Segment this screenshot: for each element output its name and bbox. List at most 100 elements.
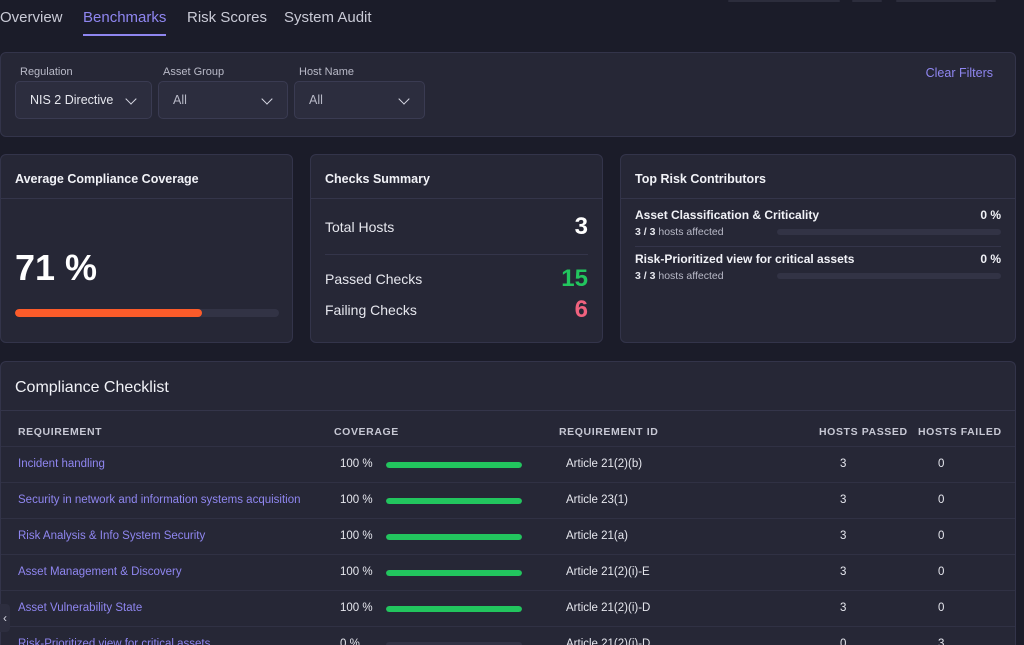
checks-summary-card: Checks Summary Total Hosts 3 Passed Chec… — [310, 154, 603, 343]
passed-checks-label: Passed Checks — [325, 271, 423, 287]
requirement-id: Article 21(2)(i)-E — [566, 566, 650, 578]
divider — [325, 254, 588, 255]
requirement-link[interactable]: Incident handling — [18, 458, 105, 470]
hosts-affected-label: hosts affected — [658, 226, 724, 238]
requirement-id: Article 23(1) — [566, 494, 628, 506]
coverage-bar — [386, 534, 522, 540]
hosts-failed-value: 0 — [938, 602, 945, 614]
failing-checks-row: Failing Checks 6 — [325, 296, 588, 324]
asset-group-select[interactable]: All — [158, 81, 288, 119]
table-row[interactable]: Asset Management & Discovery 100 % Article… — [1, 554, 1015, 590]
total-hosts-value: 3 — [574, 213, 588, 240]
table-row[interactable]: Asset Vulnerability State 100 % Article 21… — [1, 590, 1015, 626]
hosts-failed-value: 0 — [938, 530, 945, 542]
hosts-failed-value: 3 — [938, 638, 945, 645]
tab-overview[interactable]: Overview — [0, 9, 63, 26]
column-header-hosts-failed[interactable]: HOSTS FAILED — [918, 426, 1002, 438]
risk-contributor-bar — [777, 229, 1001, 235]
coverage-bar-fill — [386, 498, 522, 504]
risk-contributor-item[interactable]: Asset Classification & Criticality 0 % 3… — [635, 208, 1001, 240]
chevron-left-icon: ‹ — [3, 611, 7, 625]
tab-benchmarks[interactable]: Benchmarks — [83, 9, 167, 36]
divider — [1, 198, 292, 199]
risk-contributor-hosts: 3 / 3 hosts affected — [635, 270, 724, 282]
risk-contributor-item[interactable]: Risk-Prioritized view for critical asset… — [635, 252, 1001, 284]
risk-contributor-bar — [777, 273, 1001, 279]
compliance-checklist-title: Compliance Checklist — [15, 379, 169, 396]
tab-bar: Overview Benchmarks Risk Scores System A… — [0, 0, 1024, 36]
divider — [621, 198, 1015, 199]
table-row[interactable]: Risk Analysis & Info System Security 100 … — [1, 518, 1015, 554]
hosts-failed-value: 0 — [938, 566, 945, 578]
coverage-bar — [386, 570, 522, 576]
coverage-bar — [15, 309, 279, 317]
chevron-down-icon — [261, 93, 273, 105]
requirement-link[interactable]: Asset Vulnerability State — [18, 602, 143, 614]
coverage-card: Average Compliance Coverage 71 % — [0, 154, 293, 343]
hosts-passed-value: 3 — [840, 566, 847, 578]
risk-contributors-title: Top Risk Contributors — [635, 172, 767, 186]
tab-system-audit[interactable]: System Audit — [284, 9, 372, 26]
coverage-value: 100 % — [340, 602, 373, 614]
requirement-link[interactable]: Risk Analysis & Info System Security — [18, 530, 206, 542]
coverage-bar — [386, 642, 522, 645]
risk-contributor-pct: 0 % — [980, 208, 1001, 222]
column-header-requirement-id[interactable]: REQUIREMENT ID — [559, 426, 659, 438]
divider — [311, 198, 602, 199]
requirement-link[interactable]: Asset Management & Discovery — [18, 566, 182, 578]
hosts-affected-count: 3 / 3 — [635, 226, 656, 238]
hosts-affected-label: hosts affected — [658, 270, 724, 282]
hosts-affected-count: 3 / 3 — [635, 270, 656, 282]
hosts-passed-value: 3 — [840, 602, 847, 614]
asset-group-label: Asset Group — [163, 66, 225, 78]
coverage-card-title: Average Compliance Coverage — [15, 172, 199, 186]
table-row[interactable]: Security in network and information syst… — [1, 482, 1015, 518]
chevron-down-icon — [125, 93, 137, 105]
column-header-requirement[interactable]: REQUIREMENT — [18, 426, 103, 438]
coverage-value: 100 % — [340, 566, 373, 578]
coverage-bar-fill — [386, 606, 522, 612]
regulation-select[interactable]: NIS 2 Directive — [15, 81, 152, 119]
hosts-passed-value: 3 — [840, 530, 847, 542]
coverage-bar-fill — [386, 570, 522, 576]
requirement-id: Article 21(a) — [566, 530, 628, 542]
coverage-bar-fill — [386, 534, 522, 540]
divider — [635, 246, 1001, 247]
passed-checks-row: Passed Checks 15 — [325, 265, 588, 293]
coverage-value: 71 % — [15, 247, 98, 288]
compliance-checklist-panel: Compliance Checklist REQUIREMENT COVERAG… — [0, 361, 1016, 645]
clear-filters-link[interactable]: Clear Filters — [925, 66, 993, 80]
coverage-value: 100 % — [340, 458, 373, 470]
coverage-value: 100 % — [340, 494, 373, 506]
risk-contributor-name: Asset Classification & Criticality — [635, 208, 820, 222]
hosts-failed-value: 0 — [938, 494, 945, 506]
risk-contributor-pct: 0 % — [980, 252, 1001, 266]
requirement-link[interactable]: Risk-Prioritized view for critical asset… — [18, 638, 211, 645]
top-control-placeholder — [852, 0, 882, 2]
coverage-bar — [386, 498, 522, 504]
hosts-passed-value: 3 — [840, 494, 847, 506]
coverage-value: 0 % — [340, 638, 360, 645]
requirement-id: Article 21(2)(i)-D — [566, 602, 651, 614]
table-row[interactable]: Incident handling 100 % Article 21(2)(b) 3 0 — [1, 446, 1015, 482]
column-header-coverage[interactable]: COVERAGE — [334, 426, 399, 438]
asset-group-value: All — [173, 93, 187, 107]
requirement-id: Article 21(2)(b) — [566, 458, 643, 470]
column-header-hosts-passed[interactable]: HOSTS PASSED — [819, 426, 908, 438]
filters-panel: Regulation NIS 2 Directive Asset Group A… — [0, 52, 1016, 137]
passed-checks-value: 15 — [561, 265, 588, 292]
sidebar-toggle-button[interactable]: ‹ — [0, 604, 10, 632]
checks-summary-title: Checks Summary — [325, 172, 430, 186]
tab-risk-scores[interactable]: Risk Scores — [187, 9, 268, 26]
coverage-value: 100 % — [340, 530, 373, 542]
failing-checks-value: 6 — [574, 296, 588, 323]
table-row[interactable]: Risk-Prioritized view for critical asset… — [1, 626, 1015, 645]
top-control-placeholder — [896, 0, 996, 2]
host-name-select[interactable]: All — [294, 81, 425, 119]
total-hosts-label: Total Hosts — [325, 219, 395, 235]
hosts-passed-value: 3 — [840, 458, 847, 470]
divider — [1, 410, 1015, 411]
requirement-link[interactable]: Security in network and information syst… — [18, 494, 301, 506]
host-name-label: Host Name — [299, 66, 355, 78]
coverage-bar — [386, 462, 522, 468]
